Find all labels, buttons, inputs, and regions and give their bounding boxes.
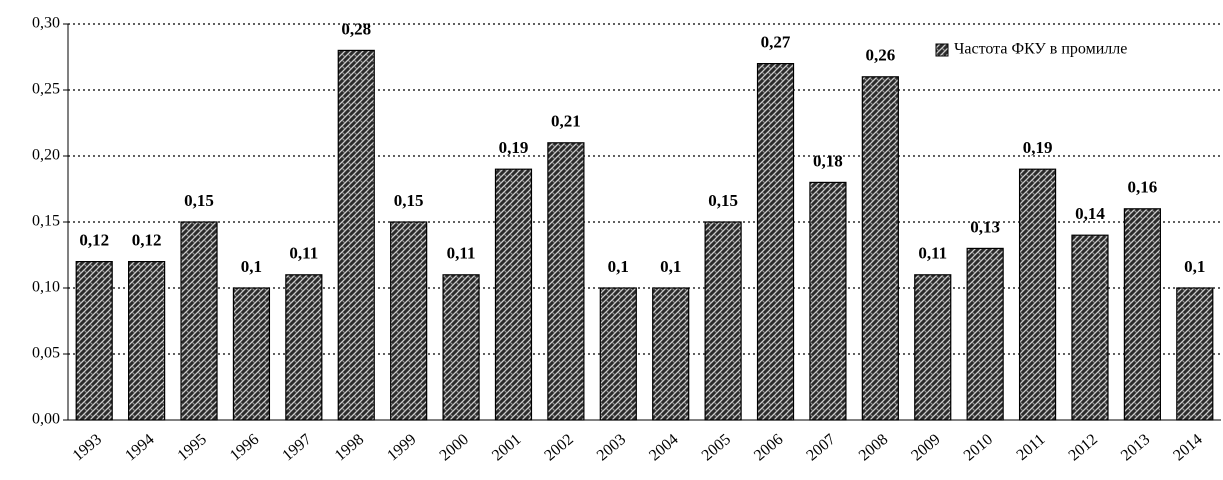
bar-hatch (1018, 168, 1057, 421)
bar-hatch (128, 261, 166, 421)
x-tick-label: 2005 (699, 431, 734, 465)
data-label: 0,16 (1128, 178, 1158, 197)
data-label: 0,13 (970, 217, 1000, 236)
x-tick-label: 1993 (70, 431, 105, 465)
bar-hatch (75, 261, 113, 421)
bar-hatch (285, 274, 323, 421)
x-tick-label: 2003 (594, 431, 629, 465)
data-label: 0,18 (813, 151, 843, 170)
data-label: 0,11 (447, 244, 476, 263)
data-label: 0,1 (608, 257, 629, 276)
data-label: 0,28 (341, 19, 371, 38)
data-label: 0,11 (289, 244, 318, 263)
data-label: 0,15 (708, 191, 738, 210)
y-tick-label: 0,20 (32, 147, 60, 164)
bar-hatch (494, 168, 533, 421)
data-label: 0,26 (865, 46, 895, 65)
data-label: 0,15 (394, 191, 424, 210)
y-tick-label: 0,05 (32, 345, 60, 362)
bar-hatch (861, 76, 899, 421)
data-label: 0,15 (184, 191, 214, 210)
bar-hatch (1176, 287, 1214, 421)
bar-hatch (442, 274, 480, 421)
bar-hatch (704, 221, 742, 421)
x-tick-label: 2011 (1014, 431, 1049, 464)
data-label: 0,12 (79, 231, 109, 250)
x-tick-label: 1996 (227, 431, 262, 465)
x-tick-label: 2014 (1170, 431, 1205, 465)
x-tick-label: 2002 (541, 431, 576, 465)
bar-hatch (232, 287, 271, 421)
x-tick-label: 1995 (175, 431, 210, 465)
data-label: 0,27 (761, 33, 791, 52)
data-label: 0,21 (551, 112, 581, 131)
x-tick-label: 1998 (332, 431, 367, 465)
bar-hatch (390, 221, 428, 421)
legend-label: Частота ФКУ в промилле (954, 41, 1127, 58)
bar-hatch (914, 274, 952, 421)
bar-hatch (337, 49, 375, 421)
bar-hatch (652, 287, 690, 421)
bar-hatch (809, 181, 847, 421)
bar-hatch (180, 221, 218, 421)
y-tick-label: 0,30 (32, 15, 60, 32)
y-tick-label: 0,10 (32, 279, 60, 296)
bar-hatch (756, 62, 795, 421)
data-label: 0,1 (660, 257, 681, 276)
x-tick-label: 2006 (751, 431, 786, 465)
data-label: 0,19 (1023, 138, 1053, 157)
data-label: 0,12 (132, 231, 162, 250)
x-tick-label: 2010 (961, 431, 996, 465)
x-tick-label: 2008 (856, 431, 891, 465)
data-label: 0,11 (918, 244, 947, 263)
data-label: 0,1 (1184, 257, 1205, 276)
x-tick-label: 2013 (1118, 431, 1153, 465)
bar-hatch (966, 247, 1004, 421)
x-tick-label: 1999 (384, 431, 419, 465)
data-label: 0,14 (1075, 204, 1105, 223)
x-tick-label: 1994 (122, 431, 157, 465)
x-tick-label: 2001 (489, 431, 524, 465)
x-tick-label: 2007 (803, 431, 838, 465)
bar-hatch (1071, 234, 1109, 421)
x-tick-label: 2009 (908, 431, 943, 465)
y-tick-label: 0,25 (32, 81, 60, 98)
bar-hatch (1123, 208, 1161, 421)
x-tick-label: 1997 (279, 431, 314, 465)
data-label: 0,19 (499, 138, 529, 157)
data-label: 0,1 (241, 257, 262, 276)
x-tick-label: 2000 (437, 431, 472, 465)
legend-swatch-hatch (935, 43, 949, 57)
y-tick-label: 0,15 (32, 213, 60, 230)
x-tick-label: 2012 (1065, 431, 1100, 465)
bar-hatch (599, 287, 637, 421)
bar-hatch (547, 142, 585, 421)
x-tick-label: 2004 (646, 431, 681, 465)
y-tick-label: 0,00 (32, 411, 60, 428)
